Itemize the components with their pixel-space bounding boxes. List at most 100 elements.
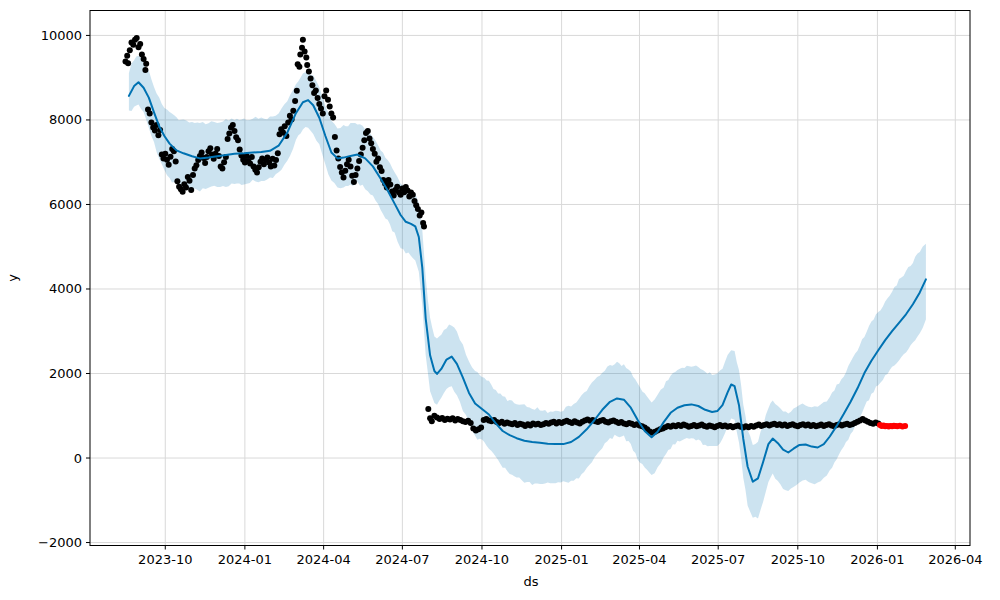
observation-point: [394, 184, 400, 190]
new-observations-layer: [877, 422, 908, 429]
observation-point: [351, 179, 357, 185]
observation-point: [219, 166, 225, 172]
observation-point: [214, 146, 220, 152]
observation-point: [221, 159, 227, 165]
x-axis-label: ds: [523, 574, 538, 589]
observation-point: [124, 53, 130, 59]
observation-point: [354, 166, 360, 172]
observation-point: [315, 95, 321, 101]
observation-point: [137, 41, 143, 47]
observation-point: [410, 192, 416, 198]
observation-point: [187, 178, 193, 184]
y-tick-label: 8000: [49, 112, 82, 127]
observation-point: [162, 151, 168, 157]
observation-point: [148, 120, 154, 126]
uncertainty-band: [129, 56, 926, 519]
observation-point: [387, 182, 393, 188]
observation-point: [468, 420, 474, 426]
observation-point: [302, 49, 308, 55]
x-tick-label: 2024-07: [375, 552, 429, 567]
observation-point: [418, 210, 424, 216]
observation-point: [147, 111, 153, 117]
x-tick-label: 2024-01: [218, 552, 272, 567]
observation-point: [341, 174, 347, 180]
observation-point: [249, 154, 255, 160]
observation-point: [337, 164, 343, 170]
x-tick-label: 2026-01: [850, 552, 904, 567]
observations-layer: [123, 35, 882, 436]
observation-point: [379, 168, 385, 174]
x-tick-label: 2025-01: [534, 552, 588, 567]
y-tick-label: 4000: [49, 281, 82, 296]
observation-point: [478, 425, 484, 431]
x-tick-label: 2024-04: [296, 552, 350, 567]
y-tick-label: 0: [74, 451, 82, 466]
observation-point: [226, 131, 232, 137]
observation-point: [190, 172, 196, 178]
observation-point: [207, 145, 213, 151]
observation-point: [273, 157, 279, 163]
observation-point: [193, 162, 199, 168]
observation-point: [254, 169, 260, 175]
observation-point: [155, 132, 161, 138]
observation-point: [225, 136, 231, 142]
observation-point: [256, 164, 262, 170]
observation-point: [202, 160, 208, 166]
forecast-figure: 2023-102024-012024-042024-072024-102025-…: [0, 0, 1000, 600]
observation-point: [308, 76, 314, 82]
observation-point: [232, 128, 238, 134]
tick-label-layer: 2023-102024-012024-042024-072024-102025-…: [38, 28, 982, 567]
observation-point: [134, 35, 140, 41]
observation-point: [320, 111, 326, 117]
observation-point: [237, 147, 243, 153]
observation-point: [309, 82, 315, 88]
observation-point: [353, 172, 359, 178]
uncertainty-band-layer: [129, 56, 926, 519]
observation-point: [365, 128, 371, 134]
observation-point: [375, 155, 381, 161]
observation-point: [313, 87, 319, 93]
y-tick-label: 10000: [41, 28, 82, 43]
observation-point: [235, 137, 241, 143]
observation-point: [429, 418, 435, 424]
observation-point: [296, 64, 302, 70]
y-tick-label: 2000: [49, 366, 82, 381]
observation-point: [342, 168, 348, 174]
observation-point: [361, 137, 367, 143]
y-tick-label: −2000: [38, 535, 82, 550]
y-tick-label: 6000: [49, 197, 82, 212]
observation-point: [188, 187, 194, 193]
observation-point: [327, 103, 333, 109]
new-observation-point: [902, 423, 908, 429]
observation-point: [330, 114, 336, 120]
observation-point: [294, 88, 300, 94]
x-tick-label: 2025-04: [612, 552, 666, 567]
x-tick-label: 2025-07: [691, 552, 745, 567]
x-tick-label: 2026-04: [928, 552, 982, 567]
observation-point: [292, 98, 298, 104]
observation-point: [127, 47, 133, 53]
observation-point: [300, 37, 306, 43]
observation-point: [334, 147, 340, 153]
observation-point: [142, 67, 148, 73]
observation-point: [168, 154, 174, 160]
observation-point: [174, 178, 180, 184]
observation-point: [173, 158, 179, 164]
observation-point: [143, 61, 149, 67]
observation-point: [230, 122, 236, 128]
observation-point: [421, 223, 427, 229]
x-tick-label: 2024-10: [455, 552, 509, 567]
y-axis-label: y: [5, 274, 20, 282]
forecast-chart-canvas: 2023-102024-012024-042024-072024-102025-…: [0, 0, 1000, 600]
observation-point: [304, 62, 310, 68]
observation-point: [356, 158, 362, 164]
observation-point: [166, 162, 172, 168]
observation-point: [368, 140, 374, 146]
observation-point: [360, 145, 366, 151]
observation-point: [275, 150, 281, 156]
observation-point: [323, 87, 329, 93]
observation-point: [303, 54, 309, 60]
observation-point: [332, 134, 338, 140]
observation-point: [325, 97, 331, 103]
observation-point: [271, 163, 277, 169]
